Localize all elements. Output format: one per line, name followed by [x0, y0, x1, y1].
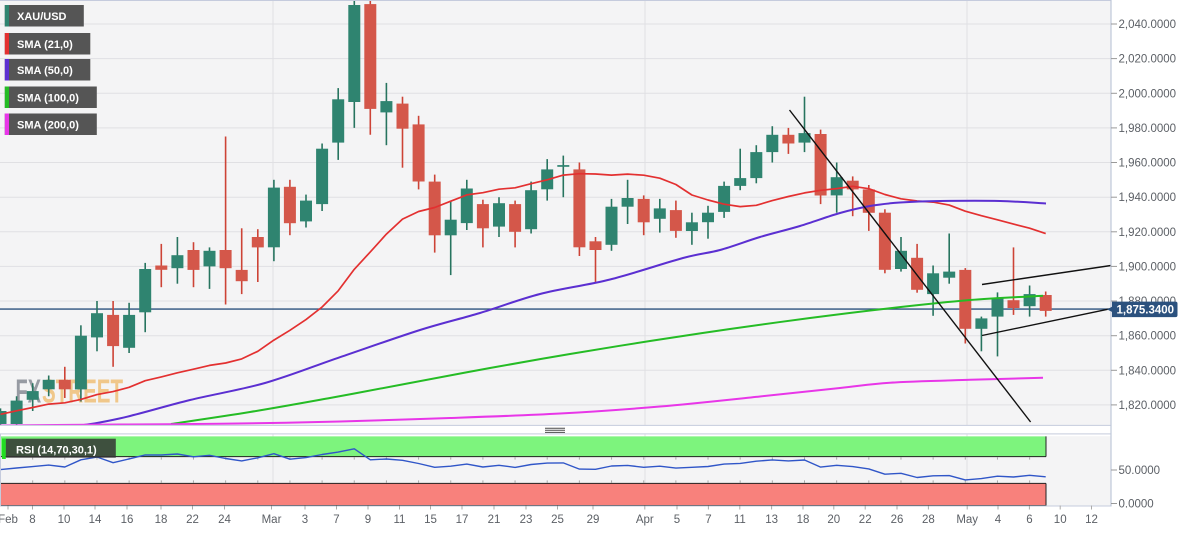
svg-text:1,820.0000: 1,820.0000: [1119, 400, 1177, 412]
svg-text:18: 18: [155, 514, 168, 526]
svg-text:11: 11: [394, 514, 406, 526]
svg-text:10: 10: [58, 514, 71, 526]
svg-text:1,875.3400: 1,875.3400: [1117, 304, 1175, 316]
svg-text:6: 6: [1026, 514, 1032, 526]
svg-text:SMA (50,0): SMA (50,0): [17, 65, 73, 77]
svg-text:11: 11: [734, 514, 746, 526]
svg-text:1,960.0000: 1,960.0000: [1119, 158, 1177, 170]
svg-text:15: 15: [424, 514, 437, 526]
svg-text:22: 22: [186, 514, 199, 526]
svg-text:7: 7: [333, 514, 339, 526]
svg-text:1,840.0000: 1,840.0000: [1119, 365, 1177, 377]
svg-text:50.0000: 50.0000: [1119, 465, 1161, 477]
svg-text:13: 13: [765, 514, 778, 526]
svg-text:8: 8: [29, 514, 35, 526]
svg-text:14: 14: [89, 514, 102, 526]
svg-text:2,000.0000: 2,000.0000: [1119, 88, 1177, 100]
svg-text:1,920.0000: 1,920.0000: [1119, 227, 1177, 239]
svg-text:28: 28: [922, 514, 935, 526]
svg-text:29: 29: [587, 514, 600, 526]
svg-text:20: 20: [827, 514, 840, 526]
svg-text:10: 10: [1054, 514, 1067, 526]
svg-text:18: 18: [797, 514, 810, 526]
svg-text:Apr: Apr: [636, 514, 654, 526]
svg-text:2,040.0000: 2,040.0000: [1119, 19, 1177, 31]
svg-text:May: May: [956, 514, 978, 526]
svg-text:9: 9: [365, 514, 371, 526]
svg-text:25: 25: [551, 514, 564, 526]
svg-text:3: 3: [302, 514, 308, 526]
svg-text:1,900.0000: 1,900.0000: [1119, 261, 1177, 273]
svg-text:1,940.0000: 1,940.0000: [1119, 192, 1177, 204]
svg-text:1,980.0000: 1,980.0000: [1119, 123, 1177, 135]
svg-text:17: 17: [456, 514, 469, 526]
svg-text:SMA (200,0): SMA (200,0): [17, 120, 79, 132]
svg-text:Mar: Mar: [262, 514, 282, 526]
svg-text:4: 4: [995, 514, 1002, 526]
svg-text:24: 24: [218, 514, 231, 526]
svg-text:SMA (21,0): SMA (21,0): [17, 39, 73, 51]
svg-text:XAU/USD: XAU/USD: [17, 11, 67, 23]
svg-text:0.0000: 0.0000: [1119, 499, 1154, 511]
svg-text:21: 21: [488, 514, 501, 526]
svg-text:22: 22: [859, 514, 872, 526]
svg-text:26: 26: [891, 514, 904, 526]
svg-text:12: 12: [1085, 514, 1098, 526]
svg-text:5: 5: [674, 514, 680, 526]
svg-text:2,020.0000: 2,020.0000: [1119, 54, 1177, 66]
svg-text:7: 7: [705, 514, 711, 526]
svg-text:1,860.0000: 1,860.0000: [1119, 331, 1177, 343]
svg-text:Feb: Feb: [0, 514, 18, 526]
svg-text:SMA (100,0): SMA (100,0): [17, 93, 79, 105]
svg-text:RSI (14,70,30,1): RSI (14,70,30,1): [16, 445, 97, 457]
svg-text:16: 16: [121, 514, 134, 526]
svg-text:23: 23: [520, 514, 533, 526]
